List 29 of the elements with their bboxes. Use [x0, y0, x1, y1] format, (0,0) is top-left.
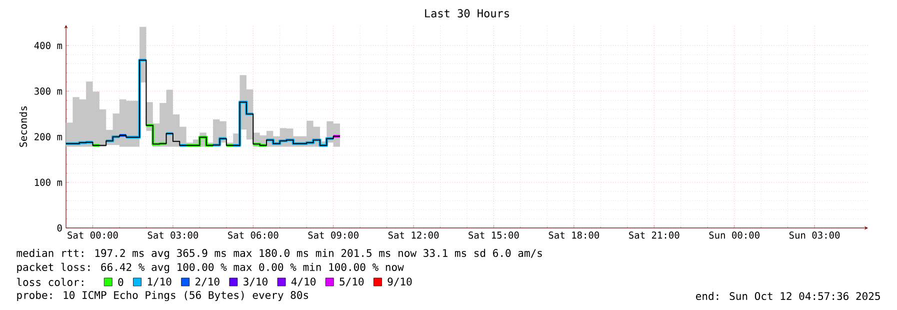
legend-label: 0	[118, 278, 124, 286]
x-tick-label: Sun 03:00	[789, 232, 840, 239]
text: probe: 10 ICMP Echo Pings (56 Bytes) every 80s	[17, 290, 308, 302]
text: median rtt: 197.2 ms avg 365.9 ms max 180.0 ms min 201.5 ms now 33.1 ms sd 6.0 am/s	[16, 248, 542, 260]
y-tick-label: 300 m	[34, 88, 62, 95]
legend-label: 4/10	[291, 278, 316, 286]
text: end: Sun Oct 12 04:57:36 2025	[696, 292, 880, 300]
legend-label: 9/10	[388, 278, 412, 286]
x-tick-label: Sat 03:00	[148, 232, 198, 239]
text: packet loss: 66.42 % avg 100.00 % max 0.00 % min 100.00 % now	[17, 262, 404, 274]
x-tick-label: Sat 06:00	[228, 232, 278, 239]
y-axis-title: Seconds	[19, 106, 28, 147]
x-tick-label: Sat 00:00	[68, 232, 118, 239]
y-tick-label: 400 m	[34, 42, 62, 50]
x-tick-label: Sat 09:00	[308, 232, 358, 239]
legend-label: 1/10	[148, 278, 172, 286]
y-tick-label: 100 m	[35, 178, 62, 186]
chart-title: Last 30 Hours	[425, 9, 509, 18]
legend-label: 5/10	[340, 278, 364, 286]
x-tick-label: Sat 18:00	[548, 232, 600, 239]
y-tick-label: 200 m	[34, 133, 62, 140]
legend-label: 2/10	[196, 278, 220, 286]
legend-title: loss color:	[17, 278, 84, 286]
legend-label: 3/10	[244, 278, 268, 286]
y-tick-label: 0	[57, 224, 62, 232]
x-tick-label: Sat 15:00	[468, 232, 519, 239]
x-tick-label: Sat 21:00	[629, 232, 680, 239]
x-tick-label: Sun 00:00	[709, 232, 760, 239]
x-tick-label: Sat 12:00	[388, 232, 439, 239]
